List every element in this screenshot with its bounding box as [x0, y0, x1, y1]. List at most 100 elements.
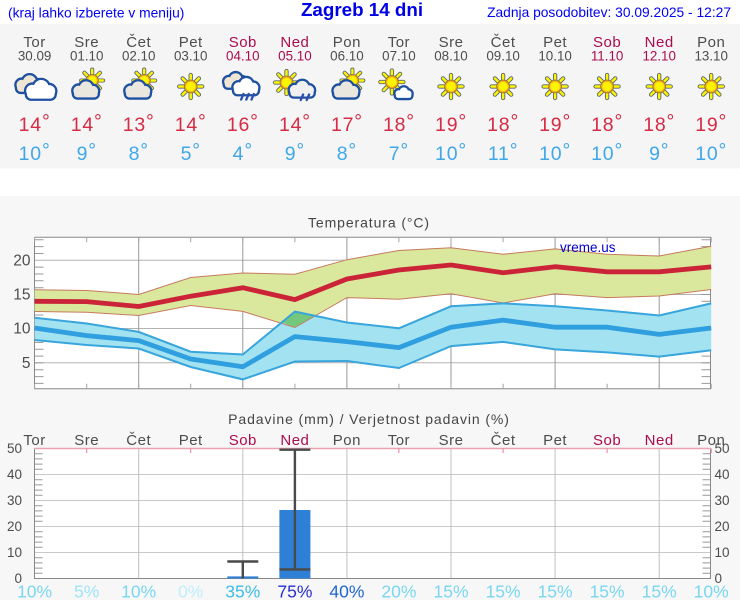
svg-text:13°: 13°: [123, 111, 155, 137]
svg-text:30: 30: [715, 493, 730, 508]
svg-text:40%: 40%: [329, 582, 364, 600]
svg-text:10%: 10%: [121, 582, 156, 600]
svg-text:Pet: Pet: [179, 432, 203, 449]
svg-text:14°: 14°: [175, 111, 207, 137]
svg-text:09.10: 09.10: [486, 49, 520, 64]
svg-text:01.10: 01.10: [70, 49, 104, 64]
svg-text:0%: 0%: [178, 582, 203, 600]
svg-text:Čet: Čet: [491, 432, 516, 449]
svg-text:Ned: Ned: [645, 432, 674, 449]
svg-text:07.10: 07.10: [382, 49, 416, 64]
svg-text:Tor: Tor: [23, 432, 45, 449]
svg-text:50: 50: [715, 441, 730, 456]
svg-text:10°: 10°: [695, 140, 727, 166]
svg-text:10: 10: [7, 545, 22, 560]
svg-text:5°: 5°: [181, 140, 201, 166]
svg-text:Tor: Tor: [23, 34, 45, 51]
svg-text:7°: 7°: [389, 140, 409, 166]
svg-text:11.10: 11.10: [591, 49, 624, 64]
svg-text:75%: 75%: [277, 582, 312, 600]
svg-text:Pon: Pon: [333, 34, 361, 51]
svg-text:Pon: Pon: [333, 432, 361, 449]
svg-text:9°: 9°: [285, 140, 305, 166]
svg-text:03.10: 03.10: [174, 49, 208, 64]
svg-text:9°: 9°: [77, 140, 97, 166]
svg-text:0: 0: [14, 571, 22, 586]
svg-text:Zadnja posodobitev: 30.09.2025: Zadnja posodobitev: 30.09.2025 - 12:27: [487, 5, 731, 20]
svg-text:10°: 10°: [435, 140, 467, 166]
svg-text:Tor: Tor: [388, 34, 410, 51]
svg-text:Ned: Ned: [280, 432, 309, 449]
svg-text:8°: 8°: [129, 140, 149, 166]
svg-text:15: 15: [13, 287, 30, 304]
svg-text:19°: 19°: [695, 111, 727, 137]
svg-text:06.10: 06.10: [330, 49, 364, 64]
svg-text:14°: 14°: [71, 111, 103, 137]
svg-text:10°: 10°: [539, 140, 571, 166]
svg-text:35%: 35%: [225, 582, 260, 600]
svg-text:30.09: 30.09: [18, 49, 52, 64]
svg-text:18°: 18°: [487, 111, 519, 137]
svg-text:Pet: Pet: [179, 34, 203, 51]
svg-text:20: 20: [7, 519, 22, 534]
svg-text:04.10: 04.10: [226, 49, 260, 64]
svg-text:16°: 16°: [227, 111, 259, 137]
svg-text:15%: 15%: [538, 582, 573, 600]
svg-text:Pet: Pet: [543, 34, 567, 51]
svg-text:10.10: 10.10: [538, 49, 572, 64]
svg-text:0: 0: [715, 571, 723, 586]
svg-text:11°: 11°: [488, 140, 518, 166]
svg-text:08.10: 08.10: [434, 49, 468, 64]
svg-text:15%: 15%: [433, 582, 468, 600]
svg-text:15%: 15%: [642, 582, 677, 600]
svg-text:Sre: Sre: [74, 34, 99, 51]
svg-text:19°: 19°: [435, 111, 467, 137]
svg-text:18°: 18°: [643, 111, 675, 137]
svg-text:Sre: Sre: [439, 432, 464, 449]
svg-text:Padavine (mm) / Verjetnost pad: Padavine (mm) / Verjetnost padavin (%): [228, 411, 510, 427]
svg-text:13.10: 13.10: [694, 49, 728, 64]
svg-text:15%: 15%: [590, 582, 625, 600]
svg-text:50: 50: [7, 441, 22, 456]
svg-text:20: 20: [13, 253, 31, 270]
svg-text:19°: 19°: [539, 111, 571, 137]
svg-text:10%: 10%: [694, 582, 729, 600]
svg-text:14°: 14°: [19, 111, 51, 137]
svg-text:10°: 10°: [591, 140, 623, 166]
svg-text:12.10: 12.10: [642, 49, 676, 64]
svg-text:Temperatura (°C): Temperatura (°C): [308, 215, 430, 231]
svg-text:Sob: Sob: [229, 34, 257, 51]
svg-text:02.10: 02.10: [122, 49, 156, 64]
svg-text:Ned: Ned: [280, 34, 309, 51]
svg-text:40: 40: [7, 467, 22, 482]
svg-text:Čet: Čet: [126, 34, 151, 51]
svg-text:Pon: Pon: [697, 432, 725, 449]
svg-text:Pon: Pon: [697, 34, 725, 51]
svg-text:8°: 8°: [337, 140, 357, 166]
svg-text:10: 10: [13, 321, 31, 338]
svg-text:40: 40: [715, 467, 730, 482]
svg-text:Sre: Sre: [74, 432, 99, 449]
svg-text:Zagreb 14 dni: Zagreb 14 dni: [301, 0, 423, 20]
svg-text:17°: 17°: [331, 111, 363, 137]
svg-text:14°: 14°: [279, 111, 311, 137]
svg-text:10%: 10%: [17, 582, 52, 600]
svg-text:18°: 18°: [591, 111, 623, 137]
svg-text:18°: 18°: [383, 111, 415, 137]
svg-text:Sre: Sre: [439, 34, 464, 51]
svg-text:20%: 20%: [381, 582, 416, 600]
svg-text:vreme.us: vreme.us: [560, 240, 616, 255]
svg-text:10: 10: [715, 545, 730, 560]
svg-text:15%: 15%: [486, 582, 521, 600]
svg-text:05.10: 05.10: [278, 49, 312, 64]
svg-text:Tor: Tor: [388, 432, 410, 449]
svg-text:5%: 5%: [74, 582, 99, 600]
svg-text:5: 5: [22, 355, 31, 372]
svg-text:Sob: Sob: [593, 432, 621, 449]
svg-text:10°: 10°: [19, 140, 51, 166]
svg-text:20: 20: [715, 519, 730, 534]
svg-text:Čet: Čet: [126, 432, 151, 449]
svg-text:(kraj lahko izberete v meniju): (kraj lahko izberete v meniju): [8, 6, 184, 21]
svg-text:Pet: Pet: [543, 432, 567, 449]
svg-text:Čet: Čet: [491, 34, 516, 51]
